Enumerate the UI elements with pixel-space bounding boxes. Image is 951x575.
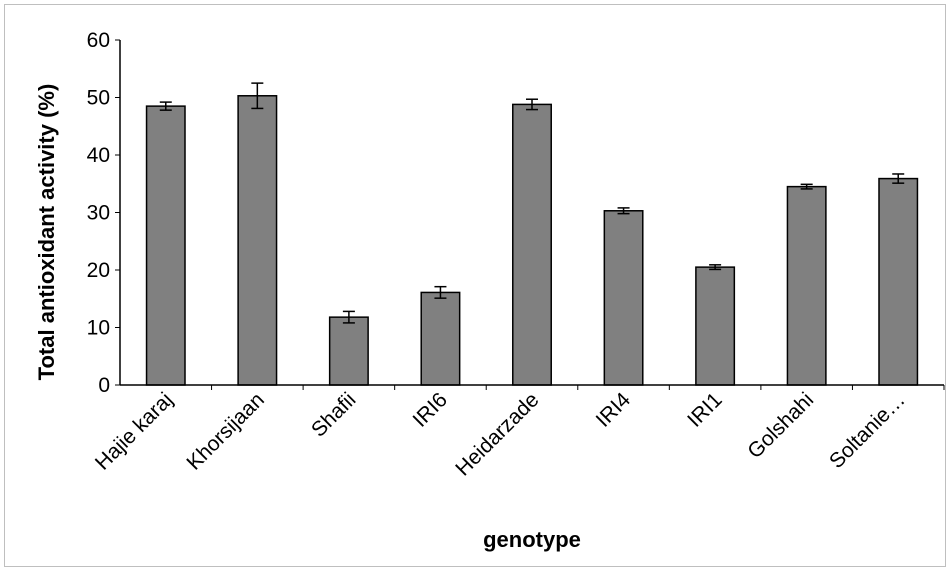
error-bar-3 xyxy=(342,310,355,324)
y-tick-label-40: 40 xyxy=(87,144,110,167)
error-bar-5 xyxy=(526,98,538,111)
y-tick-label-30: 30 xyxy=(87,202,110,225)
error-bar-6 xyxy=(617,207,630,215)
error-bar-9 xyxy=(892,173,905,184)
error-bar-7 xyxy=(709,264,722,271)
error-bars-layer xyxy=(159,82,905,324)
bar-4 xyxy=(420,291,461,386)
bar-2 xyxy=(237,95,278,386)
error-bar-8 xyxy=(800,183,813,190)
error-bar-4 xyxy=(434,285,447,299)
y-tick-labels: 0 10 20 30 40 50 60 xyxy=(87,29,110,397)
y-tick-label-0: 0 xyxy=(98,374,110,397)
y-tick-label-20: 20 xyxy=(87,259,110,282)
bar-7 xyxy=(695,266,736,386)
axes-layer xyxy=(115,39,945,390)
bar-1 xyxy=(145,105,186,386)
y-tick-label-60: 60 xyxy=(87,29,110,52)
bar-5 xyxy=(512,103,552,386)
y-tick-label-50: 50 xyxy=(87,87,110,110)
error-bar-1 xyxy=(159,101,172,111)
error-bar-2 xyxy=(251,82,264,110)
bar-8 xyxy=(786,185,827,386)
y-tick-label-10: 10 xyxy=(87,317,110,340)
x-axis-title: genotype xyxy=(483,527,581,552)
bar-9 xyxy=(878,177,919,386)
bar-3 xyxy=(328,316,369,386)
bar-6 xyxy=(603,210,644,386)
y-axis-title: Total antioxidant activity (%) xyxy=(34,84,59,381)
